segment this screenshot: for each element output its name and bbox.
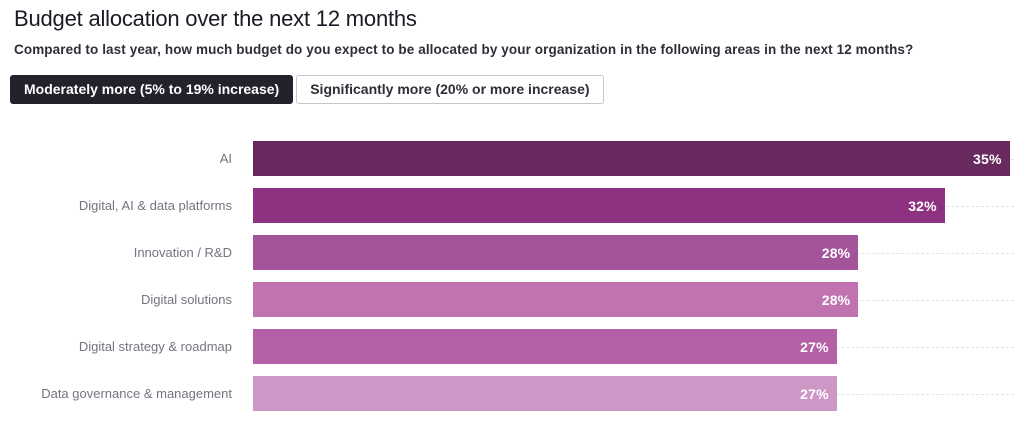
bar-value-label: 28% (821, 244, 851, 261)
bar-innovation-rd: 28% (253, 235, 859, 270)
bar-digital-ai-data-platforms: 32% (253, 188, 945, 223)
bar-data-governance-management: 27% (253, 376, 837, 411)
category-label: Data governance & management (41, 386, 232, 401)
chart-row-digital-solutions: Digital solutions 28% (0, 276, 1024, 323)
chart-row-data-governance-management: Data governance & management 27% (0, 370, 1024, 417)
chart-row-innovation-rd: Innovation / R&D 28% (0, 229, 1024, 276)
category-label: AI (219, 151, 232, 166)
bar-track: 27% (253, 329, 1014, 364)
bar-value-label: 35% (973, 150, 1002, 167)
bar-ai: 35% (253, 141, 1010, 176)
category-label: Innovation / R&D (133, 245, 232, 260)
survey-question-subtitle: Compared to last year, how much budget d… (14, 42, 914, 57)
bar-track: 28% (253, 282, 1014, 317)
bar-value-label: 32% (908, 197, 937, 214)
bar-value-label: 27% (800, 385, 829, 402)
bar-digital-strategy-roadmap: 27% (253, 329, 837, 364)
chart-row-digital-strategy-roadmap: Digital strategy & roadmap 27% (0, 323, 1024, 370)
bar-track: 35% (253, 141, 1014, 176)
tab-significantly-more[interactable]: Significantly more (20% or more increase… (296, 75, 604, 104)
bar-value-label: 27% (800, 338, 829, 355)
increase-filter-tabs: Moderately more (5% to 19% increase) Sig… (10, 75, 1024, 104)
bar-track: 32% (253, 188, 1014, 223)
bar-digital-solutions: 28% (253, 282, 859, 317)
category-label: Digital, AI & data platforms (78, 198, 232, 213)
budget-allocation-page: Budget allocation over the next 12 month… (0, 5, 1024, 431)
category-label: Digital solutions (140, 292, 232, 307)
bar-track: 28% (253, 235, 1014, 270)
bar-value-label: 28% (821, 291, 851, 308)
page-title: Budget allocation over the next 12 month… (14, 6, 417, 31)
budget-bar-chart: AI 35% Digital, AI & data platforms 32% … (0, 135, 1024, 417)
chart-row-digital-ai-data-platforms: Digital, AI & data platforms 32% (0, 182, 1024, 229)
category-label: Digital strategy & roadmap (78, 339, 232, 354)
tab-moderately-more[interactable]: Moderately more (5% to 19% increase) (10, 75, 294, 104)
bar-track: 27% (253, 376, 1014, 411)
chart-row-ai: AI 35% (0, 135, 1024, 182)
